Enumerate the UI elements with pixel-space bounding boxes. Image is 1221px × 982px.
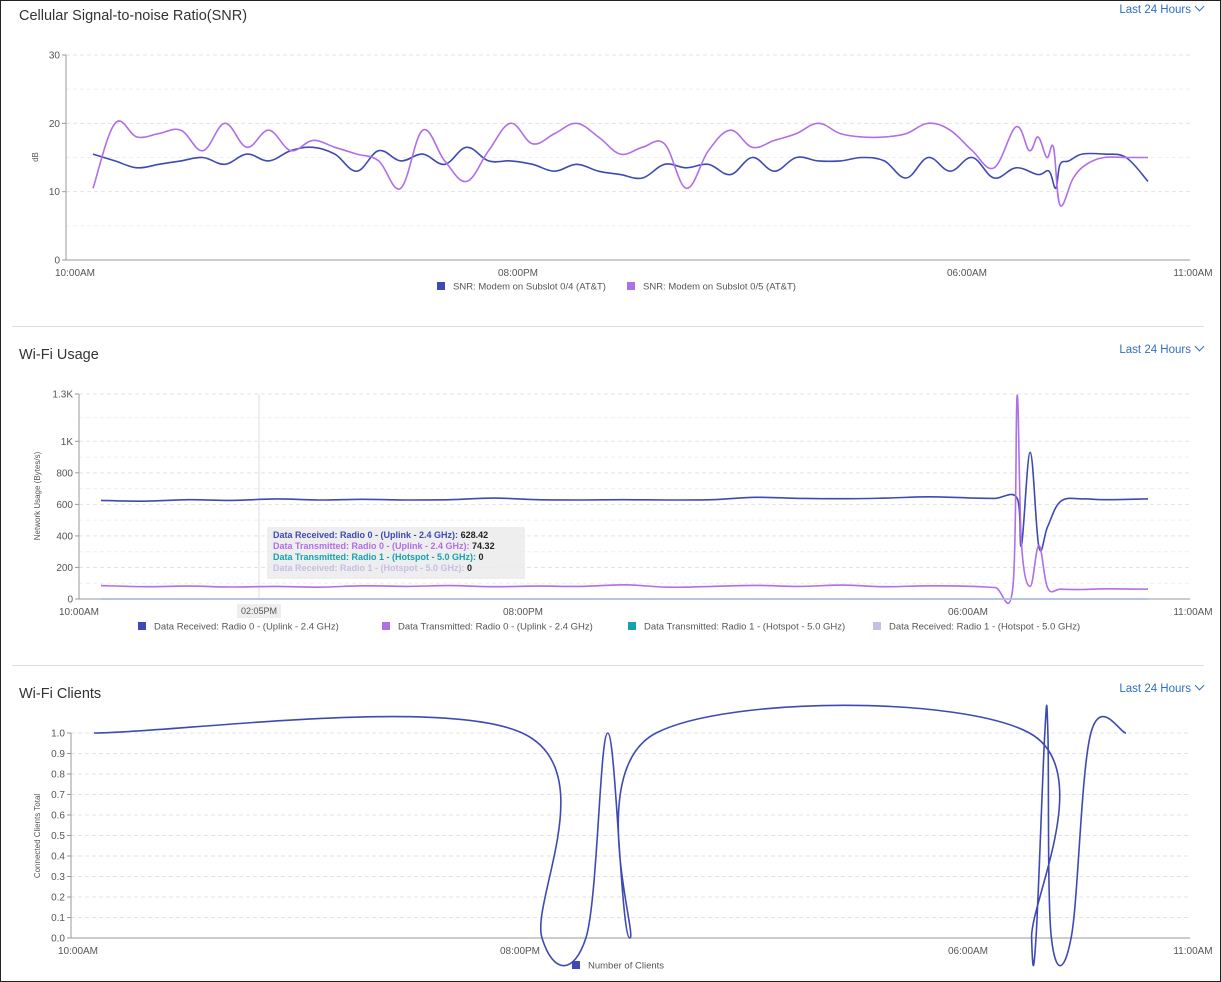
legend-swatch — [572, 961, 580, 969]
y-tick-label: 400 — [56, 531, 73, 542]
y-tick-label: 200 — [56, 563, 73, 574]
snr-chart: 30 20 10 0 dB 10:00AM 08:00PM 06:00AM 11:00AM SNR… — [31, 51, 1213, 293]
legend-swatch — [627, 282, 635, 290]
legend-label: Data Received: Radio 0 - (Uplink - 2.4 G… — [154, 622, 339, 633]
cursor-time-label: 02:05PM — [237, 604, 281, 618]
tooltip-row: Data Received: Radio 0 - (Uplink - 2.4 G… — [273, 530, 519, 541]
y-tick-label: 0.6 — [51, 811, 65, 822]
y-tick-label: 0.9 — [51, 749, 65, 760]
legend-label: SNR: Modem on Subslot 0/4 (AT&T) — [453, 282, 606, 293]
wifi-clients-range-dropdown[interactable]: Last 24 Hours — [1119, 680, 1205, 695]
legend-swatch — [873, 622, 881, 630]
x-tick-label: 11:00AM — [1173, 946, 1212, 957]
x-tick-label: 10:00AM — [58, 946, 98, 957]
x-tick-label: 10:00AM — [55, 268, 95, 279]
x-tick-label: 08:00PM — [498, 268, 538, 279]
wifi-clients-title: Wi-Fi Clients — [19, 686, 102, 702]
legend-swatch — [437, 282, 445, 290]
tooltip-label: Data Transmitted: Radio 1 - (Hotspot - 5… — [273, 552, 477, 562]
divider — [12, 665, 1204, 666]
x-tick-label: 08:00PM — [500, 946, 540, 957]
snr-title: Cellular Signal-to-noise Ratio(SNR) — [19, 8, 248, 24]
tooltip-row: Data Received: Radio 1 - (Hotspot - 5.0 … — [273, 563, 519, 574]
tooltip-label: Data Received: Radio 0 - (Uplink - 2.4 G… — [273, 530, 459, 540]
x-tick-label: 06:00AM — [947, 268, 987, 279]
y-tick-label: 600 — [56, 500, 73, 511]
snr-panel: Cellular Signal-to-noise Ratio(SNR) Last… — [0, 0, 1221, 326]
tooltip-row: Data Transmitted: Radio 0 - (Uplink - 2.… — [273, 541, 519, 552]
x-tick-label: 10:00AM — [59, 607, 99, 618]
legend-swatch — [382, 622, 390, 630]
y-tick-label: 0.7 — [51, 790, 65, 801]
y-tick-label: 0.1 — [51, 913, 65, 924]
series-line-2 — [92, 120, 1148, 207]
legend-label: SNR: Modem on Subslot 0/5 (AT&T) — [643, 282, 796, 293]
legend-label: Data Transmitted: Radio 0 - (Uplink - 2.… — [398, 622, 593, 633]
snr-range-dropdown[interactable]: Last 24 Hours — [1119, 1, 1205, 16]
y-axis-label: Network Usage (Bytes/s) — [33, 451, 42, 540]
y-tick-label: 30 — [49, 51, 61, 62]
y-tick-label: 0.3 — [51, 872, 65, 883]
legend-label: Data Received: Radio 1 - (Hotspot - 5.0 … — [889, 622, 1080, 633]
tooltip-value: 74.32 — [472, 541, 495, 551]
divider — [12, 326, 1204, 327]
y-tick-label: 1.3K — [52, 390, 73, 401]
series-line-2 — [100, 394, 1149, 605]
series-line-1 — [93, 704, 1127, 967]
y-tick-label: 0.2 — [51, 893, 65, 904]
chart-tooltip: Data Received: Radio 0 - (Uplink - 2.4 G… — [267, 527, 525, 579]
tooltip-label: Data Transmitted: Radio 0 - (Uplink - 2.… — [273, 541, 470, 551]
series-line-1 — [92, 146, 1149, 190]
tooltip-row: Data Transmitted: Radio 1 - (Hotspot - 5… — [273, 552, 519, 563]
legend-label: Number of Clients — [588, 961, 664, 972]
series-line-1 — [100, 451, 1149, 552]
y-tick-label: 0.4 — [51, 852, 65, 863]
x-tick-label: 11:00AM — [1173, 607, 1212, 618]
tooltip-value: 0 — [467, 563, 473, 573]
y-tick-label: 0 — [54, 256, 60, 267]
y-tick-label: 0.5 — [51, 831, 65, 842]
y-axis-label: Connected Clients Total — [33, 794, 42, 879]
y-tick-label: 1K — [61, 437, 74, 448]
wifi-clients-range-label: Last 24 Hours — [1119, 683, 1191, 695]
y-tick-label: 800 — [56, 468, 73, 479]
x-tick-label: 06:00AM — [948, 607, 988, 618]
x-tick-label: 08:00PM — [503, 607, 543, 618]
wifi-usage-panel: Wi-Fi Usage Last 24 Hours 1.3K 1K 800 600 40… — [0, 0, 1221, 665]
wifi-usage-range-dropdown[interactable]: Last 24 Hours — [1119, 341, 1205, 356]
tooltip-label: Data Received: Radio 1 - (Hotspot - 5.0 … — [273, 563, 465, 573]
tooltip-value: 628.42 — [460, 530, 489, 540]
y-tick-label: 0 — [67, 595, 73, 606]
tooltip-value: 0 — [478, 552, 484, 562]
snr-range-label: Last 24 Hours — [1119, 4, 1191, 16]
x-tick-label: 11:00AM — [1173, 268, 1212, 279]
legend-swatch — [138, 622, 146, 630]
legend-label: Data Transmitted: Radio 1 - (Hotspot - 5… — [644, 622, 845, 633]
wifi-usage-range-label: Last 24 Hours — [1119, 344, 1191, 356]
legend-swatch — [628, 622, 636, 630]
y-tick-label: 1.0 — [51, 729, 65, 740]
y-axis-label: dB — [31, 152, 40, 162]
wifi-usage-title: Wi-Fi Usage — [19, 347, 99, 363]
y-tick-label: 10 — [49, 187, 61, 198]
x-tick-label: 06:00AM — [948, 946, 988, 957]
y-tick-label: 0.0 — [51, 934, 65, 945]
y-tick-label: 20 — [49, 119, 61, 130]
y-tick-label: 0.8 — [51, 770, 65, 781]
